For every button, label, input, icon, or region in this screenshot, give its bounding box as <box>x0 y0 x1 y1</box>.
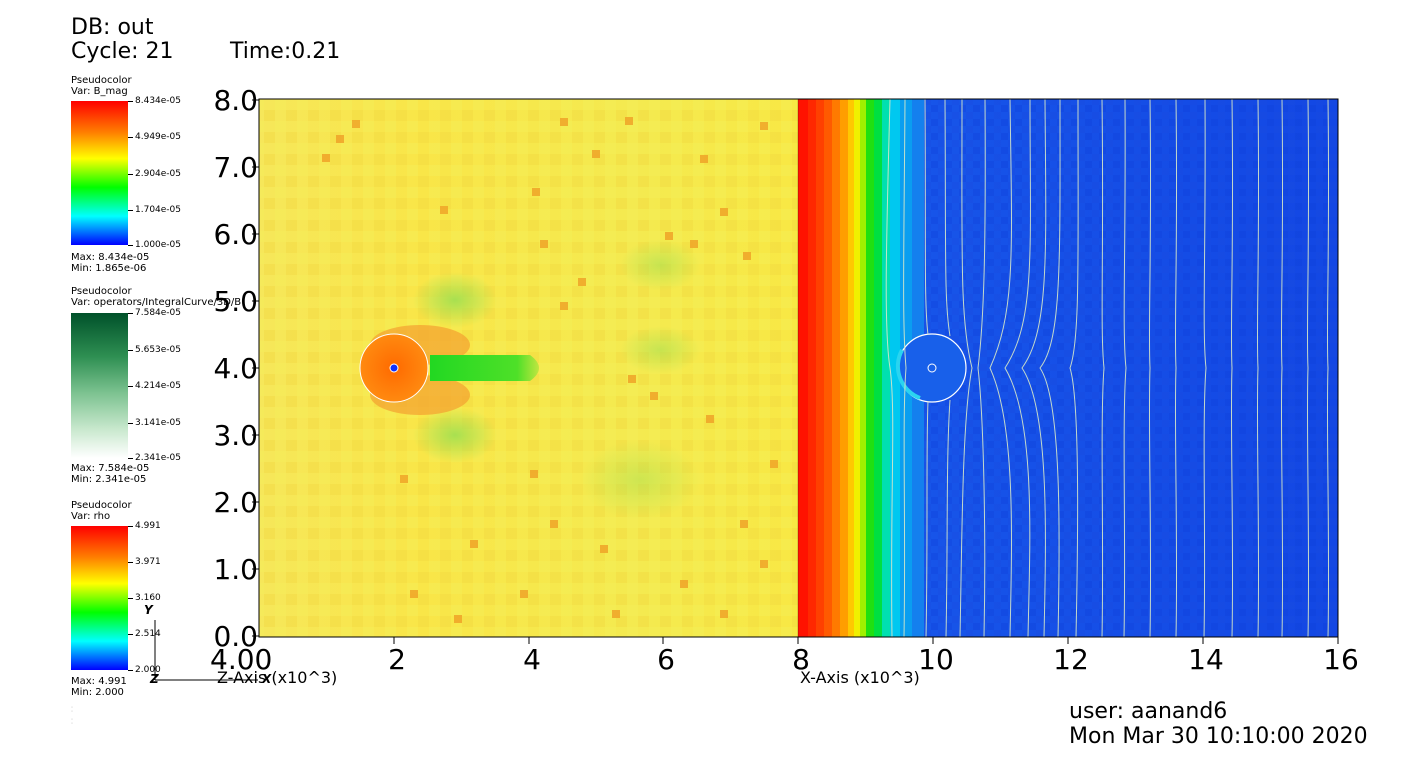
legend-rho-max: Max: 4.991 <box>71 676 127 687</box>
date-label: Mon Mar 30 10:10:00 2020 <box>1069 724 1368 749</box>
right-field <box>798 98 1338 638</box>
y-tick-label: 8.0 <box>213 84 258 117</box>
legend-rho-colorbar <box>71 526 128 670</box>
mini-legend-marks: :::::::: <box>71 705 74 725</box>
legend-rho-tick: 4.991 <box>128 521 161 531</box>
legend-ic-title: Pseudocolor <box>71 286 132 297</box>
x-tick-label: 16 <box>1323 643 1359 676</box>
legend-ic-tick: 3.141e-05 <box>127 418 182 428</box>
axis-triad <box>154 620 258 681</box>
legend-ic-colorbar <box>71 313 128 458</box>
legend-rho-var: Var: rho <box>71 511 111 522</box>
x-tick-label: 12 <box>1053 643 1089 676</box>
triad-x-label: X <box>262 672 272 686</box>
legend-ic-tick: 7.584e-05 <box>127 308 182 318</box>
y-tick-label: 3.0 <box>213 419 258 452</box>
legend-bmag-tick: 8.434e-05 <box>127 96 182 106</box>
legend-ic-max: Max: 7.584e-05 <box>71 463 150 474</box>
legend-ic-tick: 5.653e-05 <box>127 345 182 355</box>
y-tick-label: 0.0 <box>213 620 258 653</box>
cycle-label: Cycle: 21 <box>71 39 174 64</box>
axis-ticks <box>252 99 1339 644</box>
legend-bmag-tick: 1.000e-05 <box>127 240 182 250</box>
legend-rho-tick: 3.971 <box>128 557 161 567</box>
legend-rho-tick: 2.000 <box>128 665 161 675</box>
z-axis-title: Z-Axis (x10^3) <box>217 668 338 687</box>
legend-ic-tick: 2.341e-05 <box>127 453 182 463</box>
y-tick-label: 1.0 <box>213 553 258 586</box>
x-tick-label: 4 <box>523 643 541 676</box>
triad-y-label: Y <box>144 603 153 617</box>
legend-rho-tick: 2.514 <box>128 629 161 639</box>
user-label: user: aanand6 <box>1069 699 1228 724</box>
streamlines <box>885 98 1330 638</box>
overlap-tick-label: 4.00 <box>210 643 273 676</box>
legend-bmag-var: Var: B_mag <box>71 86 128 97</box>
legend-bmag-tick: 4.949e-05 <box>127 132 182 142</box>
triad-z-label: Z <box>150 672 159 686</box>
y-tick-label: 7.0 <box>213 151 258 184</box>
x-tick-label: 8 <box>792 643 810 676</box>
legend-rho-title: Pseudocolor <box>71 500 132 511</box>
legend-ic-tick: 4.214e-05 <box>127 381 182 391</box>
legend-bmag-colorbar <box>71 101 128 245</box>
y-tick-label: 4.0 <box>213 352 258 385</box>
x-tick-label: 10 <box>918 643 954 676</box>
legend-ic-min: Min: 2.341e-05 <box>71 474 147 485</box>
legend-bmag-tick: 1.704e-05 <box>127 205 182 215</box>
legend-rho-tick: 3.160 <box>128 593 161 603</box>
legend-bmag-tick: 2.904e-05 <box>127 169 182 179</box>
db-label: DB: out <box>71 15 154 40</box>
time-label: Time:0.21 <box>230 39 341 64</box>
y-tick-label: 6.0 <box>213 218 258 251</box>
x-tick-label: 14 <box>1188 643 1224 676</box>
x-tick-label: 2 <box>388 643 406 676</box>
legend-bmag-max: Max: 8.434e-05 <box>71 252 150 263</box>
y-tick-label: 5.0 <box>213 285 258 318</box>
y-tick-label: 2.0 <box>213 486 258 519</box>
legend-ic-var: Var: operators/IntegralCurve/3D/B <box>71 297 242 308</box>
legend-bmag-title: Pseudocolor <box>71 75 132 86</box>
left-field <box>259 99 798 637</box>
x-axis-title: X-Axis (x10^3) <box>800 668 920 687</box>
legend-rho-min: Min: 2.000 <box>71 687 124 698</box>
x-tick-label: 6 <box>657 643 675 676</box>
legend-bmag-min: Min: 1.865e-06 <box>71 263 147 274</box>
